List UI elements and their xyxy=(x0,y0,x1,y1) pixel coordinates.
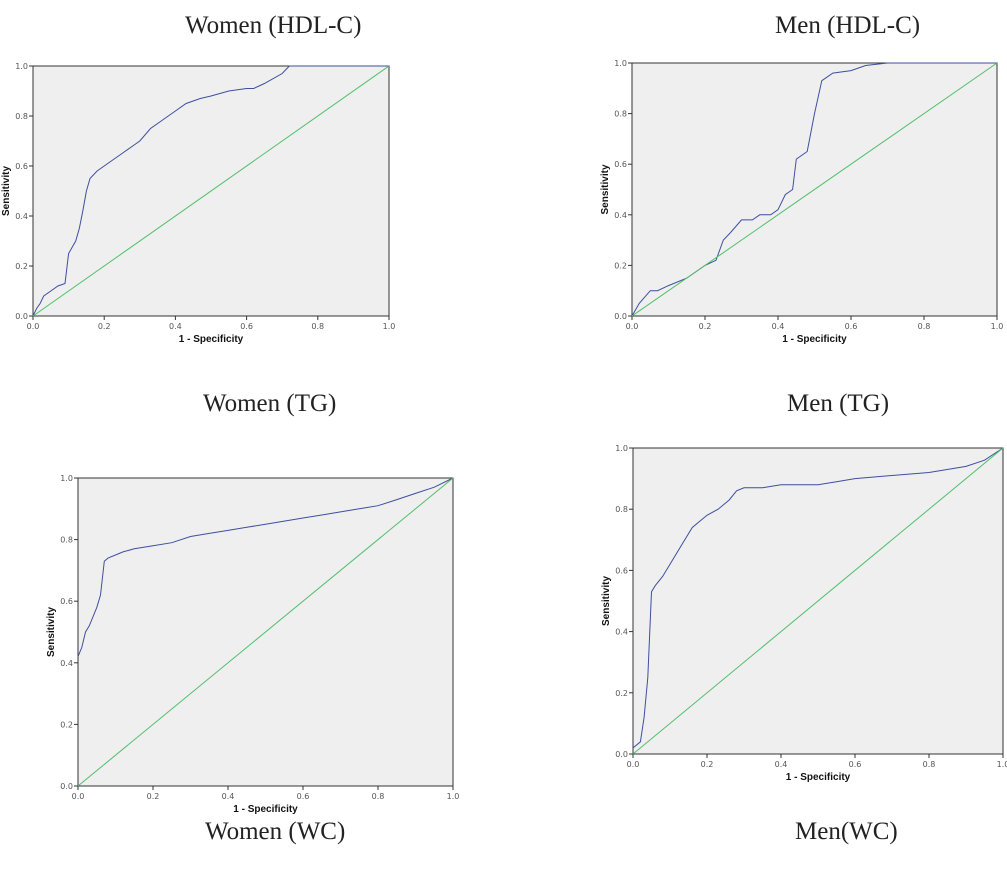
reference-diagonal-line xyxy=(631,62,998,317)
y-tick-label: 1.0 xyxy=(615,444,628,453)
y-tick-label: 0.2 xyxy=(15,262,28,271)
x-tick-label: 0.6 xyxy=(240,322,253,331)
y-tick-label: 0.2 xyxy=(614,261,627,270)
x-tick-label: 0.6 xyxy=(849,760,862,769)
x-tick-label: 0.2 xyxy=(701,760,714,769)
y-axis-title: Sensitivity xyxy=(1,166,12,216)
x-tick-label: 0.8 xyxy=(918,322,931,331)
x-tick-label: 1.0 xyxy=(447,792,460,801)
y-tick-label: 1.0 xyxy=(15,62,28,71)
y-tick-label: 0.8 xyxy=(60,536,73,545)
y-tick-label: 0.8 xyxy=(615,505,628,514)
roc-curve-line xyxy=(32,65,389,317)
x-axis-title: 1 - Specificity xyxy=(233,804,298,815)
y-tick-label: 0.8 xyxy=(614,110,627,119)
caption-men-tg: Men (TG) xyxy=(787,390,890,417)
y-tick-label: 0.4 xyxy=(615,628,628,637)
y-tick-label: 0.2 xyxy=(60,720,73,729)
caption-men-hdlc: Men (HDL-C) xyxy=(775,12,921,39)
x-tick-label: 1.0 xyxy=(991,322,1004,331)
y-tick-label: 0.6 xyxy=(615,566,628,575)
x-tick-label: 0.4 xyxy=(169,322,182,331)
x-tick-label: 0.8 xyxy=(923,760,936,769)
caption-women-tg: Women (TG) xyxy=(203,390,337,417)
roc-chart-men-hdlc: 0.00.0 0.2 0.2 0.4 0.4 0.6 0.6 0.8 0.8 1.0 1.0 1 - … xyxy=(600,59,1004,345)
y-tick-label: 0.0 xyxy=(615,750,628,759)
y-tick-label: 0.6 xyxy=(60,597,73,606)
y-tick-label: 1.0 xyxy=(60,474,73,483)
y-axis-title: Sensitivity xyxy=(601,576,612,626)
caption-women-hdlc: Women (HDL-C) xyxy=(185,12,362,39)
x-tick-label: 0.0 xyxy=(72,792,85,801)
x-tick-label: 0.8 xyxy=(372,792,385,801)
x-tick-label: 0.0 xyxy=(627,760,640,769)
x-tick-label: 1.0 xyxy=(997,760,1007,769)
reference-diagonal-line xyxy=(32,65,390,317)
roc-chart-men-tg: 0.00.0 0.2 0.2 0.4 0.4 0.6 0.6 0.8 0.8 1.0 1.0 1 - … xyxy=(601,444,1007,783)
y-tick-label: 0.4 xyxy=(60,659,73,668)
y-tick-label: 1.0 xyxy=(614,59,627,68)
x-axis-title: 1 - Specificity xyxy=(179,334,244,345)
caption-men-wc: Men(WC) xyxy=(795,818,898,845)
roc-chart-women-hdlc: 0.00.0 0.2 0.2 0.4 0.4 0.6 0.6 0.8 0.8 1.0 1.0 1 - … xyxy=(1,62,396,345)
roc-chart-women-tg: 0.00.0 0.2 0.2 0.4 0.4 0.6 0.6 0.8 0.8 1.0 1.0 1 - … xyxy=(46,474,460,815)
y-axis-title: Sensitivity xyxy=(600,164,611,214)
y-tick-label: 0.0 xyxy=(60,782,73,791)
roc-curve-line xyxy=(632,447,1004,749)
reference-diagonal-line xyxy=(77,477,454,787)
x-tick-label: 0.2 xyxy=(98,322,111,331)
x-tick-label: 0.2 xyxy=(147,792,160,801)
caption-women-wc: Women (WC) xyxy=(205,818,346,845)
x-tick-label: 0.4 xyxy=(222,792,235,801)
y-axis-title: Sensitivity xyxy=(46,607,57,657)
x-axis-title: 1 - Specificity xyxy=(782,334,847,345)
roc-curve-line xyxy=(77,477,454,657)
x-tick-label: 0.2 xyxy=(699,322,712,331)
y-tick-label: 0.8 xyxy=(15,112,28,121)
x-tick-label: 0.4 xyxy=(772,322,785,331)
roc-curve-line xyxy=(631,62,997,317)
y-tick-label: 0.2 xyxy=(615,689,628,698)
y-tick-label: 0.6 xyxy=(15,162,28,171)
y-tick-label: 0.0 xyxy=(15,312,28,321)
x-axis-title: 1 - Specificity xyxy=(786,772,851,783)
reference-diagonal-line xyxy=(632,447,1004,755)
x-tick-label: 1.0 xyxy=(383,322,396,331)
x-tick-label: 0.8 xyxy=(311,322,324,331)
y-tick-label: 0.4 xyxy=(15,212,28,221)
x-tick-label: 0.4 xyxy=(775,760,788,769)
x-tick-label: 0.6 xyxy=(845,322,858,331)
y-tick-label: 0.6 xyxy=(614,160,627,169)
x-tick-label: 0.6 xyxy=(297,792,310,801)
x-tick-label: 0.0 xyxy=(626,322,639,331)
x-tick-label: 0.0 xyxy=(27,322,40,331)
y-tick-label: 0.0 xyxy=(614,312,627,321)
y-tick-label: 0.4 xyxy=(614,211,627,220)
